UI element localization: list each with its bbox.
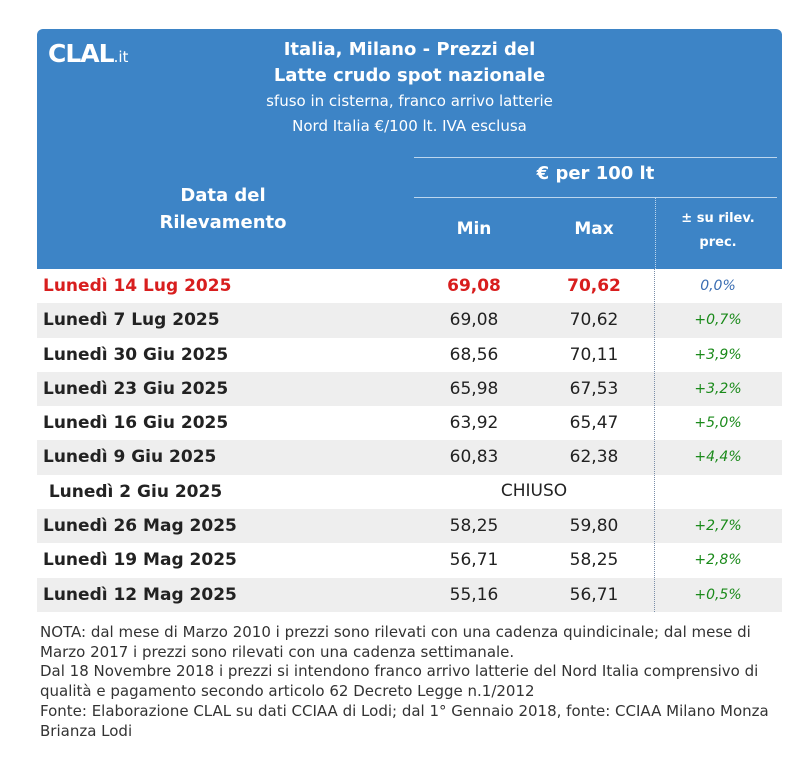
row-max: 62,38 <box>569 447 619 468</box>
row-max: 70,62 <box>567 276 621 296</box>
row-max: 65,47 <box>569 413 619 434</box>
row-min: 69,08 <box>447 276 501 296</box>
table-row: Lunedì 16 Giu 2025 63,92 65,47 +5,0% <box>37 406 782 440</box>
date-column-header: Data del Rilevamento <box>112 182 334 236</box>
table-row: Lunedì 2 Giu 2025 CHIUSO <box>37 475 782 509</box>
row-date: Lunedì 16 Giu 2025 <box>43 413 229 434</box>
row-change: +2,7% <box>694 518 742 535</box>
clal-logo[interactable]: CLAL.it <box>48 39 128 68</box>
price-group-header: € per 100 lt <box>536 163 655 184</box>
table-row: Lunedì 19 Mag 2025 56,71 58,25 +2,8% <box>37 543 782 577</box>
title-line-1: Italia, Milano - Prezzi del <box>283 39 536 60</box>
row-min: 69,08 <box>449 310 499 331</box>
title-block: Italia, Milano - Prezzi del Latte crudo … <box>157 37 662 139</box>
row-change: +3,2% <box>694 380 742 397</box>
table-header: CLAL.it Italia, Milano - Prezzi del Latt… <box>37 29 782 269</box>
table-row: Lunedì 30 Giu 2025 68,56 70,11 +3,9% <box>37 338 782 372</box>
row-change: 0,0% <box>700 278 736 294</box>
note-cadence: NOTA: dal mese di Marzo 2010 i prezzi so… <box>40 623 751 661</box>
date-header-line-1: Data del <box>180 185 266 206</box>
row-max: 56,71 <box>569 584 619 605</box>
row-max: 70,11 <box>569 344 619 365</box>
row-date: Lunedì 23 Giu 2025 <box>43 378 229 399</box>
table-row: Lunedì 9 Giu 2025 60,83 62,38 +4,4% <box>37 440 782 475</box>
row-max: 67,53 <box>569 378 619 399</box>
max-column-header: Max <box>574 219 614 239</box>
row-max: 59,80 <box>569 516 619 537</box>
row-date: Lunedì 26 Mag 2025 <box>43 516 237 537</box>
row-change: +5,0% <box>694 415 742 432</box>
row-closed-label: CHIUSO <box>500 480 568 501</box>
row-change: +0,7% <box>694 312 742 329</box>
footnotes: NOTA: dal mese di Marzo 2010 i prezzi so… <box>40 623 775 741</box>
header-divider-top <box>414 157 777 158</box>
table-row: Lunedì 26 Mag 2025 58,25 59,80 +2,7% <box>37 509 782 544</box>
row-min: 65,98 <box>449 378 499 399</box>
date-header-line-2: Rilevamento <box>159 212 287 233</box>
row-max: 70,62 <box>569 310 619 331</box>
title-line-2: Latte crudo spot nazionale <box>273 65 546 86</box>
row-change: +4,4% <box>694 449 742 466</box>
row-min: 55,16 <box>449 584 499 605</box>
row-change: +3,9% <box>694 346 742 363</box>
row-min: 63,92 <box>449 413 499 434</box>
row-min: 58,25 <box>449 516 499 537</box>
row-date: Lunedì 30 Giu 2025 <box>43 344 229 365</box>
change-header-line-1: ± su rilev. <box>681 211 755 226</box>
row-min: 60,83 <box>449 447 499 468</box>
change-column-separator <box>654 269 655 612</box>
table-row: Lunedì 14 Lug 2025 69,08 70,62 0,0% <box>37 269 782 303</box>
row-date: Lunedì 9 Giu 2025 <box>43 447 217 468</box>
note-source: Fonte: Elaborazione CLAL su dati CCIAA d… <box>40 701 769 740</box>
min-column-header: Min <box>456 219 492 239</box>
change-header-line-2: prec. <box>699 235 737 250</box>
row-date: Lunedì 2 Giu 2025 <box>48 481 223 502</box>
row-date: Lunedì 19 Mag 2025 <box>43 550 237 571</box>
header-divider-bottom <box>414 197 777 198</box>
row-min: 68,56 <box>449 344 499 365</box>
table-row: Lunedì 12 Mag 2025 55,16 56,71 +0,5% <box>37 577 782 612</box>
subtitle-line-2: Nord Italia €/100 lt. IVA esclusa <box>292 117 527 135</box>
table-row: Lunedì 23 Giu 2025 65,98 67,53 +3,2% <box>37 371 782 407</box>
header-column-separator <box>655 197 656 269</box>
row-max: 58,25 <box>569 550 619 571</box>
logo-suffix: .it <box>113 48 129 66</box>
row-date: Lunedì 7 Lug 2025 <box>43 310 220 331</box>
row-date: Lunedì 14 Lug 2025 <box>43 276 232 296</box>
row-date: Lunedì 12 Mag 2025 <box>43 584 237 605</box>
table-body: Lunedì 14 Lug 2025 69,08 70,62 0,0% Lune… <box>37 269 782 612</box>
change-column-header: ± su rilev. prec. <box>659 207 777 255</box>
price-table-card: CLAL.it Italia, Milano - Prezzi del Latt… <box>37 29 782 612</box>
logo-main: CLAL <box>48 39 115 68</box>
subtitle-line-1: sfuso in cisterna, franco arrivo latteri… <box>266 92 553 110</box>
table-row: Lunedì 7 Lug 2025 69,08 70,62 +0,7% <box>37 303 782 338</box>
note-delivery: Dal 18 Novembre 2018 i prezzi si intendo… <box>40 662 759 701</box>
row-change: +2,8% <box>694 552 742 569</box>
row-change: +0,5% <box>694 586 742 603</box>
row-min: 56,71 <box>449 550 499 571</box>
